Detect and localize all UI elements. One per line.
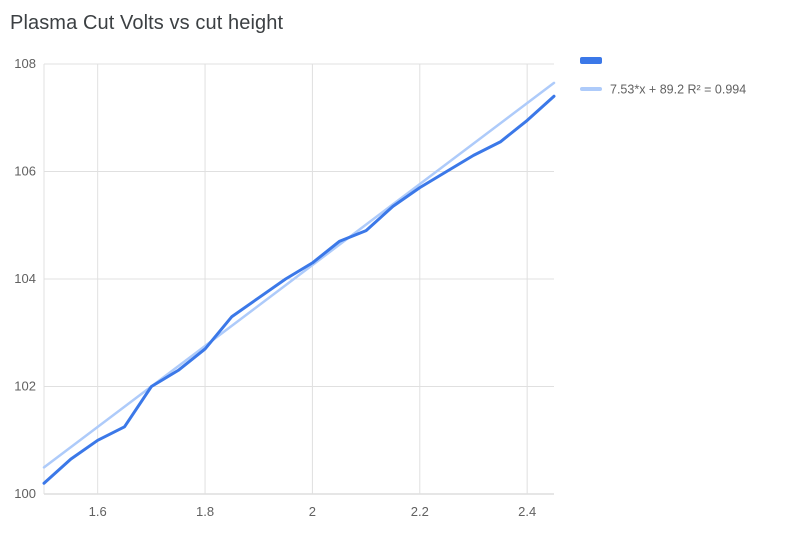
legend-swatch[interactable]	[580, 57, 602, 64]
x-tick-label: 1.8	[196, 504, 214, 519]
x-tick-label: 2	[309, 504, 316, 519]
chart-title: Plasma Cut Volts vs cut height	[10, 12, 284, 34]
y-tick-label: 108	[14, 56, 36, 71]
y-tick-label: 104	[14, 271, 36, 286]
y-tick-label: 106	[14, 164, 36, 179]
x-tick-label: 1.6	[89, 504, 107, 519]
data-series-line	[42, 94, 556, 485]
y-tick-label: 102	[14, 379, 36, 394]
y-tick-label: 100	[14, 486, 36, 501]
trendline	[42, 81, 556, 469]
legend-label[interactable]: 7.53*x + 89.2 R² = 0.994	[610, 83, 746, 97]
x-tick-label: 2.4	[518, 504, 536, 519]
x-tick-label: 2.2	[411, 504, 429, 519]
legend-swatch[interactable]	[580, 87, 602, 91]
